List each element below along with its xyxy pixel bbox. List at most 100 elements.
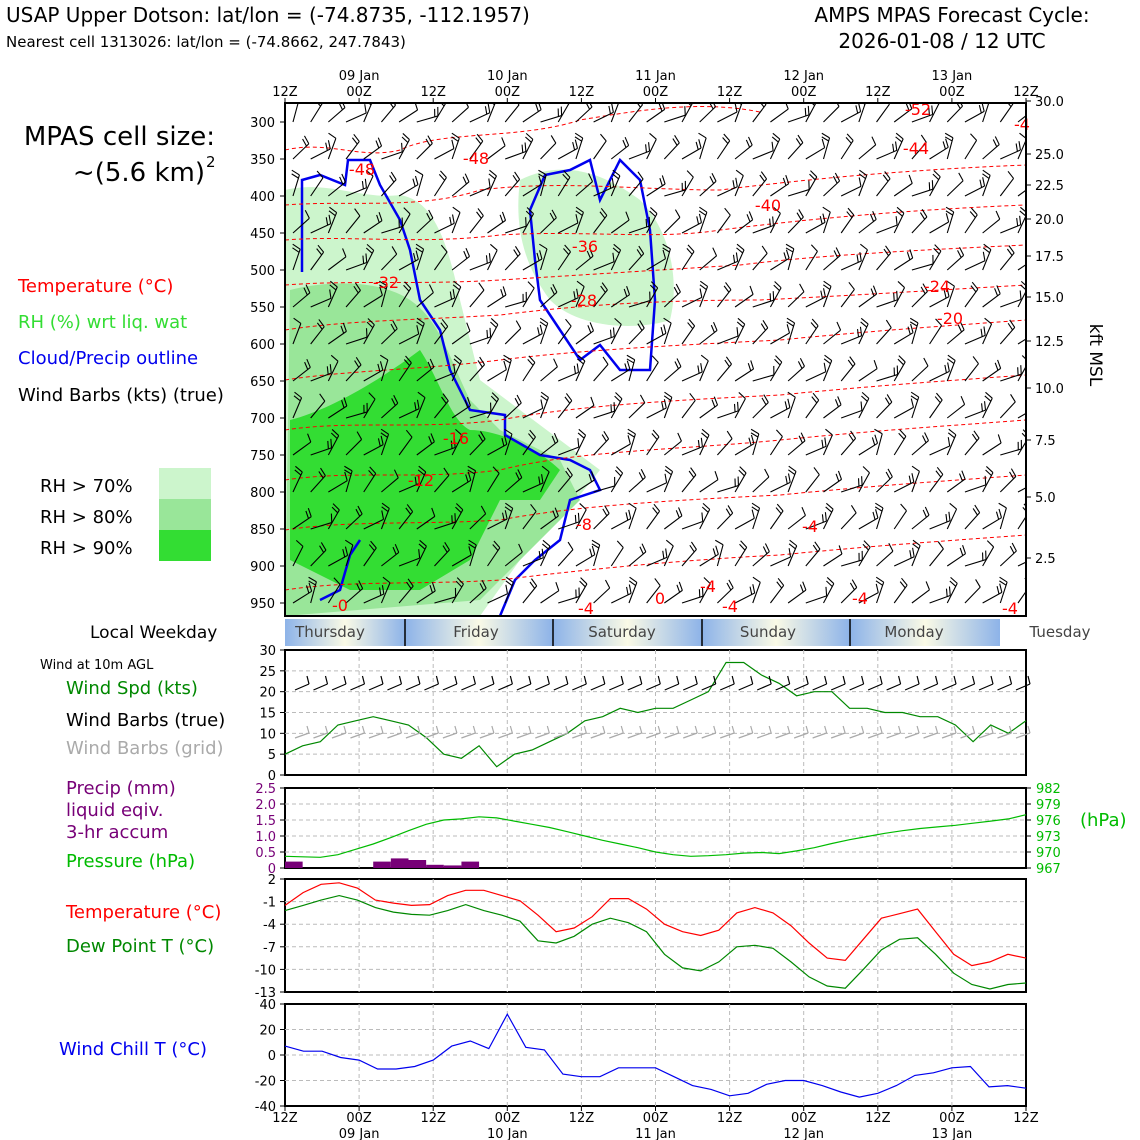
wind-barb-staff <box>681 549 697 567</box>
wind-barb-flag <box>626 360 631 370</box>
wind-barb-staff <box>646 482 667 493</box>
wind-barb-flag <box>573 291 576 300</box>
wind-barb-flag <box>762 546 768 554</box>
wind-barb-staff <box>964 334 986 345</box>
grid-wind-barb <box>664 732 679 739</box>
wind-barb-staff <box>770 257 790 271</box>
wind-barb-staff <box>787 216 804 234</box>
wind-barb-flag <box>477 208 484 216</box>
wind-barb-staff <box>964 559 987 567</box>
wind-barb-flag <box>933 170 941 178</box>
temp-contour-label: -40 <box>755 196 781 215</box>
wind-barb-flag <box>996 586 1000 595</box>
wind-barb-flag <box>344 539 354 546</box>
cloud-outline <box>300 157 657 616</box>
wind-barb-flag <box>504 506 512 512</box>
wind-barb-flag <box>673 286 679 295</box>
wind-barb-staff <box>575 583 588 604</box>
wind-barbs-grid-label: Wind Barbs (grid) <box>66 738 224 759</box>
wind-barb-staff <box>310 581 317 604</box>
wind-barb-flag <box>686 170 694 178</box>
grid-wind-barb <box>609 732 624 739</box>
wind-barb-flag <box>401 142 403 152</box>
surface-wind-barb-flag <box>361 675 366 685</box>
wind-barb-flag <box>874 506 883 512</box>
wind-barb-flag <box>809 173 816 181</box>
wind-barb-staff <box>964 409 986 419</box>
wind-barb-staff <box>469 411 492 419</box>
wind-barb-flag <box>505 584 508 594</box>
wind-barb-flag <box>846 211 853 219</box>
wind-barb-flag <box>908 475 912 484</box>
wind-barb-staff <box>893 287 906 308</box>
wind-barb-staff <box>540 174 547 197</box>
kft-axis-label: kft MSL <box>1085 324 1105 387</box>
wind-barb-flag <box>699 206 708 213</box>
wind-barb-staff <box>752 476 770 493</box>
wind-barb-flag <box>1021 432 1026 439</box>
wind-barb-flag <box>1034 324 1037 333</box>
wind-barb-flag <box>512 174 518 183</box>
wind-barb-staff <box>717 335 739 345</box>
wind-barb-flag <box>1007 170 1014 179</box>
wind-barb-staff <box>646 556 668 567</box>
wind-barb-flag <box>1018 141 1021 151</box>
wind-barb-flag <box>488 253 491 263</box>
wind-barb-staff <box>999 252 1015 271</box>
wind-barb-staff <box>734 293 754 308</box>
wind-barb-flag <box>724 207 731 216</box>
surface-wind-barb <box>830 683 846 691</box>
wind-barb-flag <box>327 140 331 150</box>
wind-barb-staff <box>628 253 645 271</box>
grid-wind-barb <box>775 732 790 739</box>
wind-barb-flag <box>909 317 919 324</box>
wind-barb-flag <box>785 175 790 184</box>
wind-barb-flag <box>651 355 659 363</box>
wind-barb-staff <box>699 286 709 308</box>
wind-barb-staff <box>1017 189 1026 197</box>
wind-barb-staff <box>929 520 951 530</box>
wind-barb-flag <box>638 472 644 480</box>
wind-barb-flag <box>895 216 898 226</box>
wind-barb-flag <box>302 138 307 147</box>
kft-tick-label: 2.5 <box>1035 552 1056 567</box>
wind-barb-staff <box>292 546 304 567</box>
wind-barb-flag <box>331 506 339 514</box>
wind-barb-flag <box>999 583 1003 593</box>
wind-barb-flag <box>701 506 709 513</box>
wind-barb-staff <box>487 443 508 456</box>
pressure-tick-label: 550 <box>250 301 275 316</box>
wind-barb-flag <box>488 173 496 180</box>
wind-barb-flag <box>712 103 717 107</box>
wind-barb-staff <box>823 583 835 604</box>
wind-barb-flag <box>291 169 300 176</box>
subtitle-left: Nearest cell 1313026: lat/lon = (-74.866… <box>6 33 406 51</box>
wind-barb-flag <box>836 103 840 107</box>
wind-barb-flag <box>355 508 361 517</box>
wind-barb-flag <box>639 394 646 403</box>
wind-barb-flag <box>573 365 577 374</box>
wind-barb-flag <box>304 361 309 370</box>
temp-contour-label: -4 <box>852 589 868 608</box>
wind-barb-flag <box>389 175 395 183</box>
wind-barb-flag <box>625 512 629 521</box>
wind-barb-flag <box>414 169 424 176</box>
wind-barb-flag <box>678 581 683 591</box>
wind-barb-staff <box>1017 115 1026 123</box>
wind-barb-flag <box>698 210 707 216</box>
kft-tick-label: 15.0 <box>1035 291 1064 306</box>
wind-barb-flag <box>603 430 610 440</box>
wind-barb-flag <box>847 359 854 367</box>
wind-barb-flag <box>504 428 513 435</box>
wind-barb-staff <box>522 287 535 308</box>
wind-barb-staff <box>1000 448 1022 456</box>
wind-barb-flag <box>393 469 399 479</box>
temp-contour-label: -48 <box>349 160 375 179</box>
wind-barb-flag <box>320 542 327 551</box>
title-left: USAP Upper Dotson: lat/lon = (-74.8735, … <box>6 3 530 27</box>
wind-barb-flag <box>579 503 587 510</box>
wind-barb-flag <box>540 391 549 398</box>
wind-barb-flag <box>505 576 514 584</box>
wind-barb-flag <box>931 105 934 115</box>
wind-barb-staff <box>964 140 978 160</box>
